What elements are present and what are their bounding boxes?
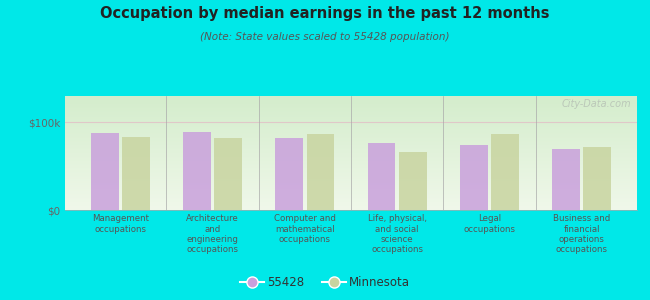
Bar — [183, 132, 211, 210]
Bar — [214, 138, 242, 210]
Bar — [399, 152, 426, 210]
Bar — [91, 133, 118, 210]
Bar — [368, 143, 395, 210]
Bar — [276, 138, 303, 210]
Bar — [491, 134, 519, 210]
Bar — [584, 147, 611, 210]
Bar — [460, 145, 488, 210]
Bar — [122, 137, 150, 210]
Bar — [307, 134, 334, 210]
Text: City-Data.com: City-Data.com — [562, 99, 631, 110]
Legend: 55428, Minnesota: 55428, Minnesota — [235, 272, 415, 294]
Text: Occupation by median earnings in the past 12 months: Occupation by median earnings in the pas… — [100, 6, 550, 21]
Text: (Note: State values scaled to 55428 population): (Note: State values scaled to 55428 popu… — [200, 32, 450, 41]
Bar — [552, 148, 580, 210]
